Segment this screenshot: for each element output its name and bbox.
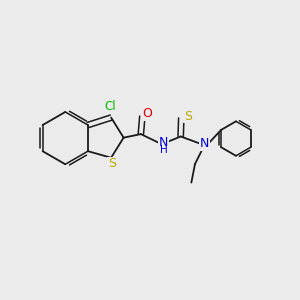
- Text: H: H: [160, 145, 167, 154]
- Text: Cl: Cl: [105, 100, 116, 113]
- Text: N: N: [159, 136, 168, 149]
- Text: S: S: [184, 110, 192, 123]
- Text: N: N: [200, 137, 209, 150]
- Text: O: O: [143, 107, 153, 120]
- Text: S: S: [108, 158, 116, 170]
